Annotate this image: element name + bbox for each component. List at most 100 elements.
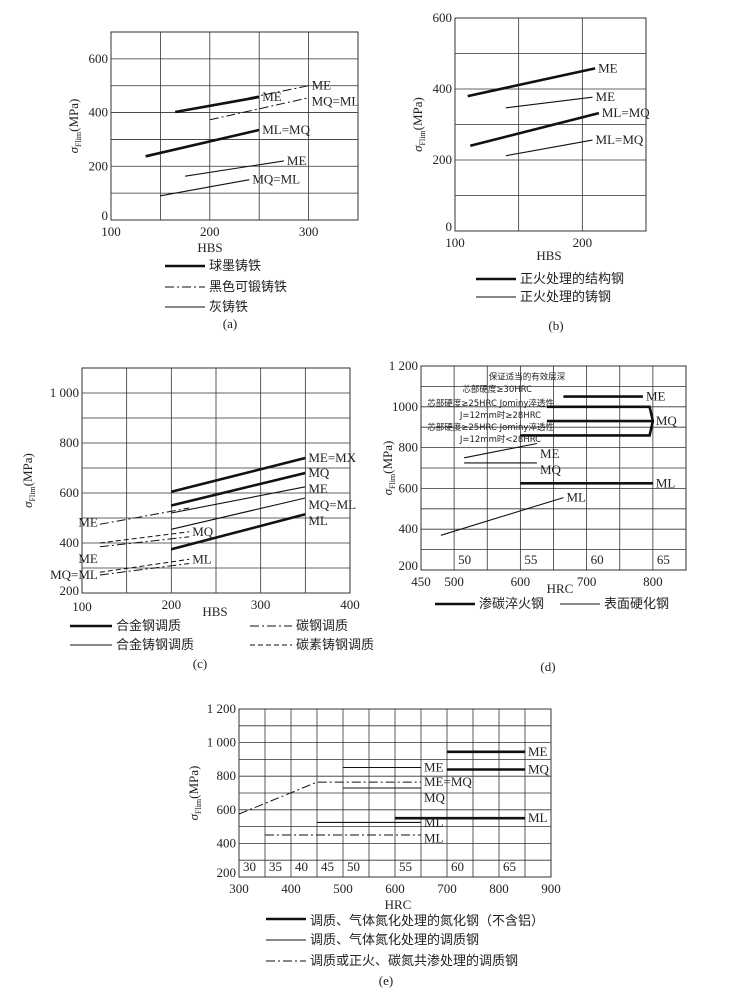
series-line [170,513,306,551]
chart-b: 100 2000200400600HBSσFlim(MPa)MEML=MQ正火处理… [410,10,650,333]
chart-caption: (e) [379,973,393,988]
series-line [160,179,250,197]
x-axis-label: HBS [536,248,561,263]
data-label: MQ [192,524,214,539]
y-axis-unit: (MPa) [380,441,395,474]
y-tick-label: 600 [399,480,419,495]
x-tick-label: 500 [444,574,464,589]
series-c-2 [171,486,306,530]
annotation: 芯部硬度≥25HRC Jominy淬透性 [427,398,554,409]
data-label: ME [424,759,444,774]
legend-label: 表面硬化钢 [604,597,669,612]
series-b-1 [505,96,593,157]
data-label: MQ [540,462,562,477]
y-tick-label: 1 000 [207,735,236,750]
x-tick-label: 400 [281,881,301,896]
y-tick-label: 400 [217,835,237,850]
annotation: J=12mm时<28HRC [459,434,541,445]
legend-label: 灰铸铁 [209,299,248,315]
series-line [185,160,284,177]
legend-label: 正火处理的结构钢 [520,271,624,287]
x-tick-label: 200 [200,224,220,239]
data-label: ME [540,446,560,461]
y-axis-label: σFlim(MPa) [380,441,397,496]
hrc-tick-label: 60 [591,552,604,567]
hrc-tick-label: 50 [347,859,360,874]
chart-caption: (d) [540,659,555,674]
plot-frame [81,367,351,594]
data-label: ML [566,490,586,505]
x-tick-label: 300 [251,597,271,612]
y-axis-unit: (MPa) [66,99,81,132]
series-line [467,67,596,98]
y-tick-label: 1 000 [50,385,79,400]
y-axis-subscript: Flim [388,473,397,489]
y-tick-label: 0 [446,219,453,234]
data-label: ME [598,60,618,75]
series-a-2 [160,160,284,197]
y-axis-symbol: σ [66,146,81,153]
y-tick-label: 200 [89,158,109,173]
data-label: ME [312,78,332,93]
y-axis-symbol: σ [380,488,395,495]
series-line [440,497,564,536]
series-line [99,558,190,573]
series-c-3 [99,531,190,573]
y-tick-label: 0 [102,208,109,223]
y-tick-label: 1 200 [207,701,236,716]
legend-label: 合金钢调质 [116,618,181,634]
y-axis-unit: (MPa) [410,97,425,130]
legend-label: 球墨铸铁 [209,258,261,274]
series-line [463,442,538,459]
data-label: MQ=ML [50,567,98,582]
data-label: ME=MX [308,450,356,465]
x-tick-label: 400 [340,597,360,612]
data-label: ML [192,551,212,566]
data-label: ML [308,513,328,528]
series-c-1 [99,507,190,576]
data-label: ML [424,830,444,845]
x-tick-label: 800 [489,881,509,896]
x-tick-label: 450 [411,574,431,589]
x-tick-label: 300 [229,881,249,896]
series-e-0 [395,750,525,820]
y-axis-symbol: σ [20,501,35,508]
chart-a: 100 200 300 0 200 400 600 HBS σFlim(MPa) ME ML=MQ 球… [66,31,359,331]
chart-caption: (b) [548,318,563,333]
y-tick-label: 600 [89,51,109,66]
chart-caption: (a) [223,316,237,331]
hrc-tick-label: 65 [657,552,670,567]
legend-label: 黑色可锻铸铁 [209,279,287,295]
series-line [99,531,190,544]
data-label: MQ [656,413,678,428]
series-line [249,85,309,99]
series-line [174,95,260,114]
hrc-tick-label: 60 [451,859,464,874]
legend-label: 合金铸钢调质 [116,637,194,653]
y-tick-label: 400 [89,105,109,120]
x-tick-label: 600 [385,881,405,896]
y-tick-label: 800 [60,435,80,450]
y-tick-label: 800 [399,440,419,455]
plot-frame [454,17,647,232]
hrc-tick-label: 45 [321,859,334,874]
chart-e: 300 400 500 600 700 800 900 200 400 600 800 1 000 1 … [186,701,561,988]
y-tick-label: 200 [217,865,237,880]
y-axis-symbol: σ [186,813,201,820]
x-tick-label: 700 [577,574,597,589]
hrc-tick-label: 65 [503,859,516,874]
y-tick-label: 600 [433,10,453,25]
y-axis-symbol: σ [410,145,425,152]
series-a-0 [145,95,260,158]
x-axis-label: HBS [202,604,227,619]
series-line [505,139,593,157]
y-axis-label: σFlim(MPa) [186,766,203,821]
y-axis-label: σFlim(MPa) [66,99,83,154]
legend-label: 调质、气体氮化处理的氮化钢（不含铝） [310,913,544,929]
data-label: ME [78,551,98,566]
data-label: MQ [528,761,550,776]
legend-label: 正火处理的铸钢 [520,289,611,305]
series-line [170,471,306,507]
